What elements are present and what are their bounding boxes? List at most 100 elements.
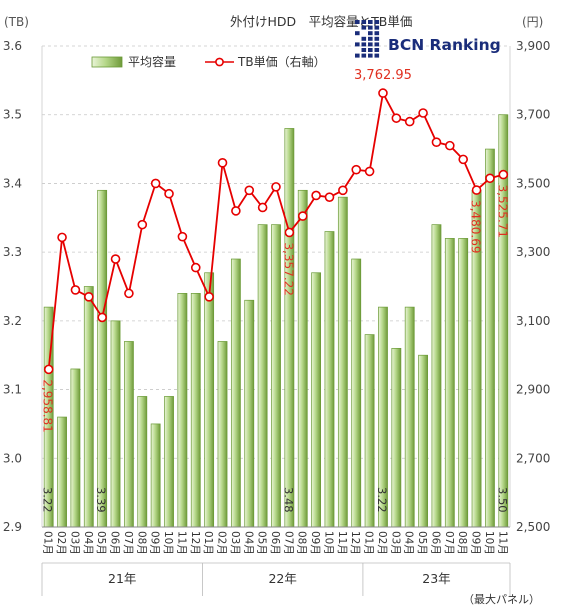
x-tick-label: 03月 bbox=[229, 531, 241, 555]
bar bbox=[418, 354, 428, 528]
legend: 平均容量 TB単価（右軸） bbox=[91, 54, 326, 69]
bar-value-label: 3.50 bbox=[495, 487, 509, 513]
bar bbox=[164, 396, 174, 528]
x-tick-label: 09月 bbox=[470, 531, 482, 555]
x-tick-label: 12月 bbox=[349, 531, 361, 555]
right-tick-label: 3,900 bbox=[516, 39, 550, 53]
logo-dot bbox=[374, 31, 380, 36]
line-point bbox=[471, 185, 482, 195]
year-label: 23年 bbox=[422, 571, 450, 586]
logo-dot bbox=[374, 20, 380, 24]
bar bbox=[70, 368, 81, 528]
x-tick-label: 07月 bbox=[282, 531, 294, 555]
logo-dot bbox=[368, 53, 373, 58]
x-tick-label: 03月 bbox=[389, 531, 401, 555]
line-point bbox=[311, 190, 321, 201]
x-tick-label: 08月 bbox=[135, 531, 147, 555]
line-point bbox=[137, 219, 148, 230]
x-tick-label: 01月 bbox=[42, 531, 54, 555]
logo-text: BCN Ranking bbox=[388, 36, 501, 54]
x-tick-label: 04月 bbox=[242, 531, 254, 555]
x-tick-label: 06月 bbox=[269, 531, 281, 555]
x-tick-label: 05月 bbox=[95, 531, 107, 555]
line-point bbox=[364, 166, 375, 177]
line-point bbox=[485, 173, 495, 184]
line-point bbox=[271, 182, 281, 192]
legend-bar-label: 平均容量 bbox=[128, 54, 176, 69]
bar bbox=[190, 293, 201, 528]
logo-dot bbox=[361, 36, 367, 41]
line-point bbox=[351, 164, 362, 175]
bar-value-label: 3.22 bbox=[375, 487, 389, 513]
x-tick-label: 02月 bbox=[55, 531, 67, 555]
line-point bbox=[204, 292, 214, 302]
x-tick-label: 02月 bbox=[216, 531, 228, 555]
logo-dot bbox=[361, 53, 367, 58]
bar bbox=[351, 258, 362, 528]
footnote: （最大パネル） bbox=[463, 592, 540, 606]
bar bbox=[217, 341, 228, 528]
logo-dot bbox=[374, 36, 380, 41]
line-value-label: 3,357.22 bbox=[281, 242, 295, 295]
bar bbox=[83, 286, 94, 528]
bar bbox=[337, 196, 348, 528]
line-point bbox=[164, 188, 174, 199]
x-tick-label: 06月 bbox=[109, 531, 121, 555]
x-tick-label: 01月 bbox=[363, 531, 375, 555]
logo-dot bbox=[361, 42, 367, 47]
x-tick-label: 02月 bbox=[376, 531, 388, 555]
legend-bar-swatch bbox=[91, 56, 123, 68]
bar bbox=[324, 231, 335, 528]
logo-dot bbox=[368, 20, 373, 24]
logo-dot bbox=[374, 42, 380, 47]
line-point bbox=[97, 312, 107, 323]
line-point bbox=[177, 231, 188, 242]
right-tick-label: 3,300 bbox=[516, 245, 550, 259]
bar bbox=[271, 224, 281, 528]
bar bbox=[404, 306, 415, 528]
right-tick-label: 3,500 bbox=[516, 176, 550, 190]
left-tick-label: 2.9 bbox=[3, 520, 22, 534]
bar-value-label: 3.48 bbox=[281, 487, 295, 513]
line-point bbox=[190, 262, 201, 273]
bar bbox=[257, 224, 268, 528]
line-point bbox=[297, 211, 308, 221]
bar-series bbox=[43, 114, 509, 528]
bcn-logo: BCN Ranking bbox=[355, 20, 501, 58]
right-tick-label: 3,700 bbox=[516, 108, 550, 122]
left-tick-label: 3.5 bbox=[3, 108, 22, 122]
right-tick-label: 2,700 bbox=[516, 451, 550, 465]
bar bbox=[124, 341, 134, 528]
line-point bbox=[244, 185, 255, 196]
right-tick-label: 2,900 bbox=[516, 383, 550, 397]
x-tick-label: 09月 bbox=[149, 531, 161, 555]
line-point bbox=[404, 116, 415, 127]
line-point bbox=[217, 158, 228, 168]
x-tick-label: 11月 bbox=[336, 531, 348, 555]
x-tick-label: 10月 bbox=[162, 531, 174, 555]
x-tick-label: 08月 bbox=[456, 531, 468, 555]
legend-line-label: TB単価（右軸） bbox=[237, 54, 326, 69]
left-tick-label: 3.4 bbox=[3, 176, 22, 190]
logo-dot bbox=[355, 20, 360, 24]
logo-dot bbox=[368, 36, 373, 41]
logo-dot bbox=[368, 48, 373, 52]
bar bbox=[204, 272, 215, 528]
left-tick-label: 3.3 bbox=[3, 245, 22, 259]
logo-dot bbox=[368, 42, 373, 47]
line-value-label: 3,525.71 bbox=[495, 185, 509, 238]
line-point bbox=[498, 169, 509, 180]
x-tick-label: 12月 bbox=[189, 531, 201, 555]
line-point bbox=[418, 108, 428, 118]
x-tick-label: 10月 bbox=[483, 531, 495, 555]
logo-dot bbox=[355, 31, 360, 36]
x-tick-label: 03月 bbox=[68, 531, 80, 555]
x-tick-label: 08月 bbox=[296, 531, 308, 555]
bar-value-label: 3.39 bbox=[94, 487, 108, 513]
line-point bbox=[431, 137, 442, 147]
left-tick-label: 3.0 bbox=[3, 451, 22, 465]
line-value-label: 3,480.69 bbox=[469, 200, 483, 253]
bar bbox=[364, 334, 375, 528]
bar bbox=[110, 320, 121, 528]
